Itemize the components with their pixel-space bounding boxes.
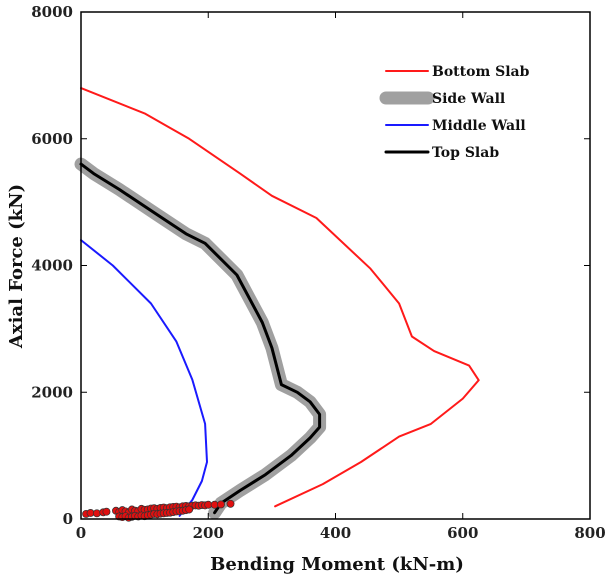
legend: Bottom Slab Side Wall Middle Wall Top Slab (379, 64, 530, 161)
x-axis-title: Bending Moment (kN-m) (210, 554, 464, 575)
plot-frame (80, 11, 591, 520)
series-line-top-slab (79, 162, 322, 515)
scatter-point (226, 499, 235, 508)
x-tick-label: 400 (320, 524, 351, 542)
series-line-bottom-slab (80, 87, 480, 508)
legend-label-bottom-slab: Bottom Slab (432, 64, 530, 80)
y-tick-label: 8000 (31, 3, 73, 21)
series-line-middle-wall (80, 239, 208, 517)
scatter-point (92, 509, 101, 518)
y-tick-label: 0 (63, 510, 73, 528)
y-axis-title: Axial Force (kN) (6, 184, 27, 349)
legend-label-side-wall: Side Wall (432, 91, 505, 107)
scatter-point (185, 505, 194, 514)
y-tick-label: 2000 (31, 383, 73, 401)
y-tick-label: 6000 (31, 130, 73, 148)
x-tick-label: 600 (447, 524, 478, 542)
x-tick-label: 800 (574, 524, 605, 542)
x-tick-label: 0 (76, 524, 86, 542)
scatter-point (102, 507, 111, 516)
legend-label-middle-wall: Middle Wall (432, 118, 526, 134)
y-tick-label: 4000 (31, 257, 73, 275)
scatter-point (217, 500, 225, 509)
legend-label-top-slab: Top Slab (432, 145, 499, 161)
x-tick-label: 200 (193, 524, 224, 542)
